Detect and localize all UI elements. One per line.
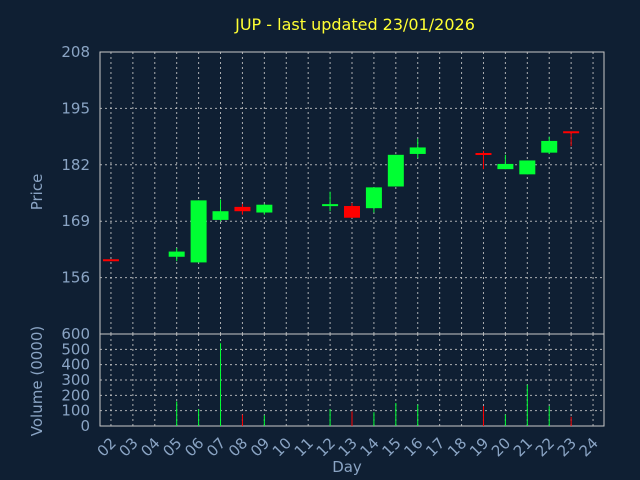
- price-tick-label: 156: [61, 269, 90, 287]
- candle-body: [387, 154, 404, 187]
- volume-tick-label: 0: [80, 417, 90, 435]
- candle-body: [519, 160, 536, 175]
- price-tick-label: 208: [61, 43, 90, 61]
- candle-body: [190, 200, 207, 263]
- price-tick-label: 195: [61, 99, 90, 117]
- candle-day-14: [365, 187, 382, 213]
- volume-tick-label: 400: [61, 356, 90, 374]
- x-axis: 0203040506070809101112131415161718192021…: [94, 434, 602, 460]
- candle-day-19: [475, 150, 492, 170]
- x-axis-label: Day: [332, 458, 362, 476]
- candle-body: [344, 206, 360, 218]
- candle-day-05: [168, 248, 185, 262]
- chart-title: JUP - last updated 23/01/2026: [234, 15, 475, 34]
- candle-body: [365, 187, 382, 209]
- candle-day-22: [541, 136, 558, 154]
- volume-tick-label: 600: [61, 325, 90, 343]
- price-tick-label: 182: [61, 156, 90, 174]
- candle-body: [497, 163, 514, 170]
- candle-day-07: [212, 199, 229, 222]
- volume-tick-label: 200: [61, 386, 90, 404]
- candle-body: [234, 206, 251, 212]
- candle-body: [409, 147, 426, 154]
- candle-day-13: [344, 202, 360, 218]
- candle-body: [541, 140, 558, 153]
- candle-day-21: [519, 160, 536, 175]
- candle-day-06: [190, 200, 207, 263]
- candle-body: [212, 211, 229, 220]
- candle-day-09: [256, 203, 273, 215]
- price-axis-label: Price: [28, 174, 46, 211]
- volume-axis-label: Volume (0000): [28, 326, 46, 436]
- volume-tick-label: 100: [61, 402, 90, 420]
- candle-body: [168, 251, 185, 257]
- candle-day-15: [387, 154, 404, 187]
- candle-body: [256, 204, 273, 213]
- volume-tick-label: 500: [61, 340, 90, 358]
- candle-day-20: [497, 154, 514, 170]
- candle-day-16: [409, 138, 426, 159]
- volume-tick-label: 300: [61, 371, 90, 389]
- candle-day-23: [563, 131, 580, 147]
- candle-day-08: [234, 203, 251, 215]
- price-panel: 208 195 182 169 156: [61, 43, 605, 335]
- candle-day-12: [322, 191, 339, 212]
- price-tick-label: 169: [61, 212, 90, 230]
